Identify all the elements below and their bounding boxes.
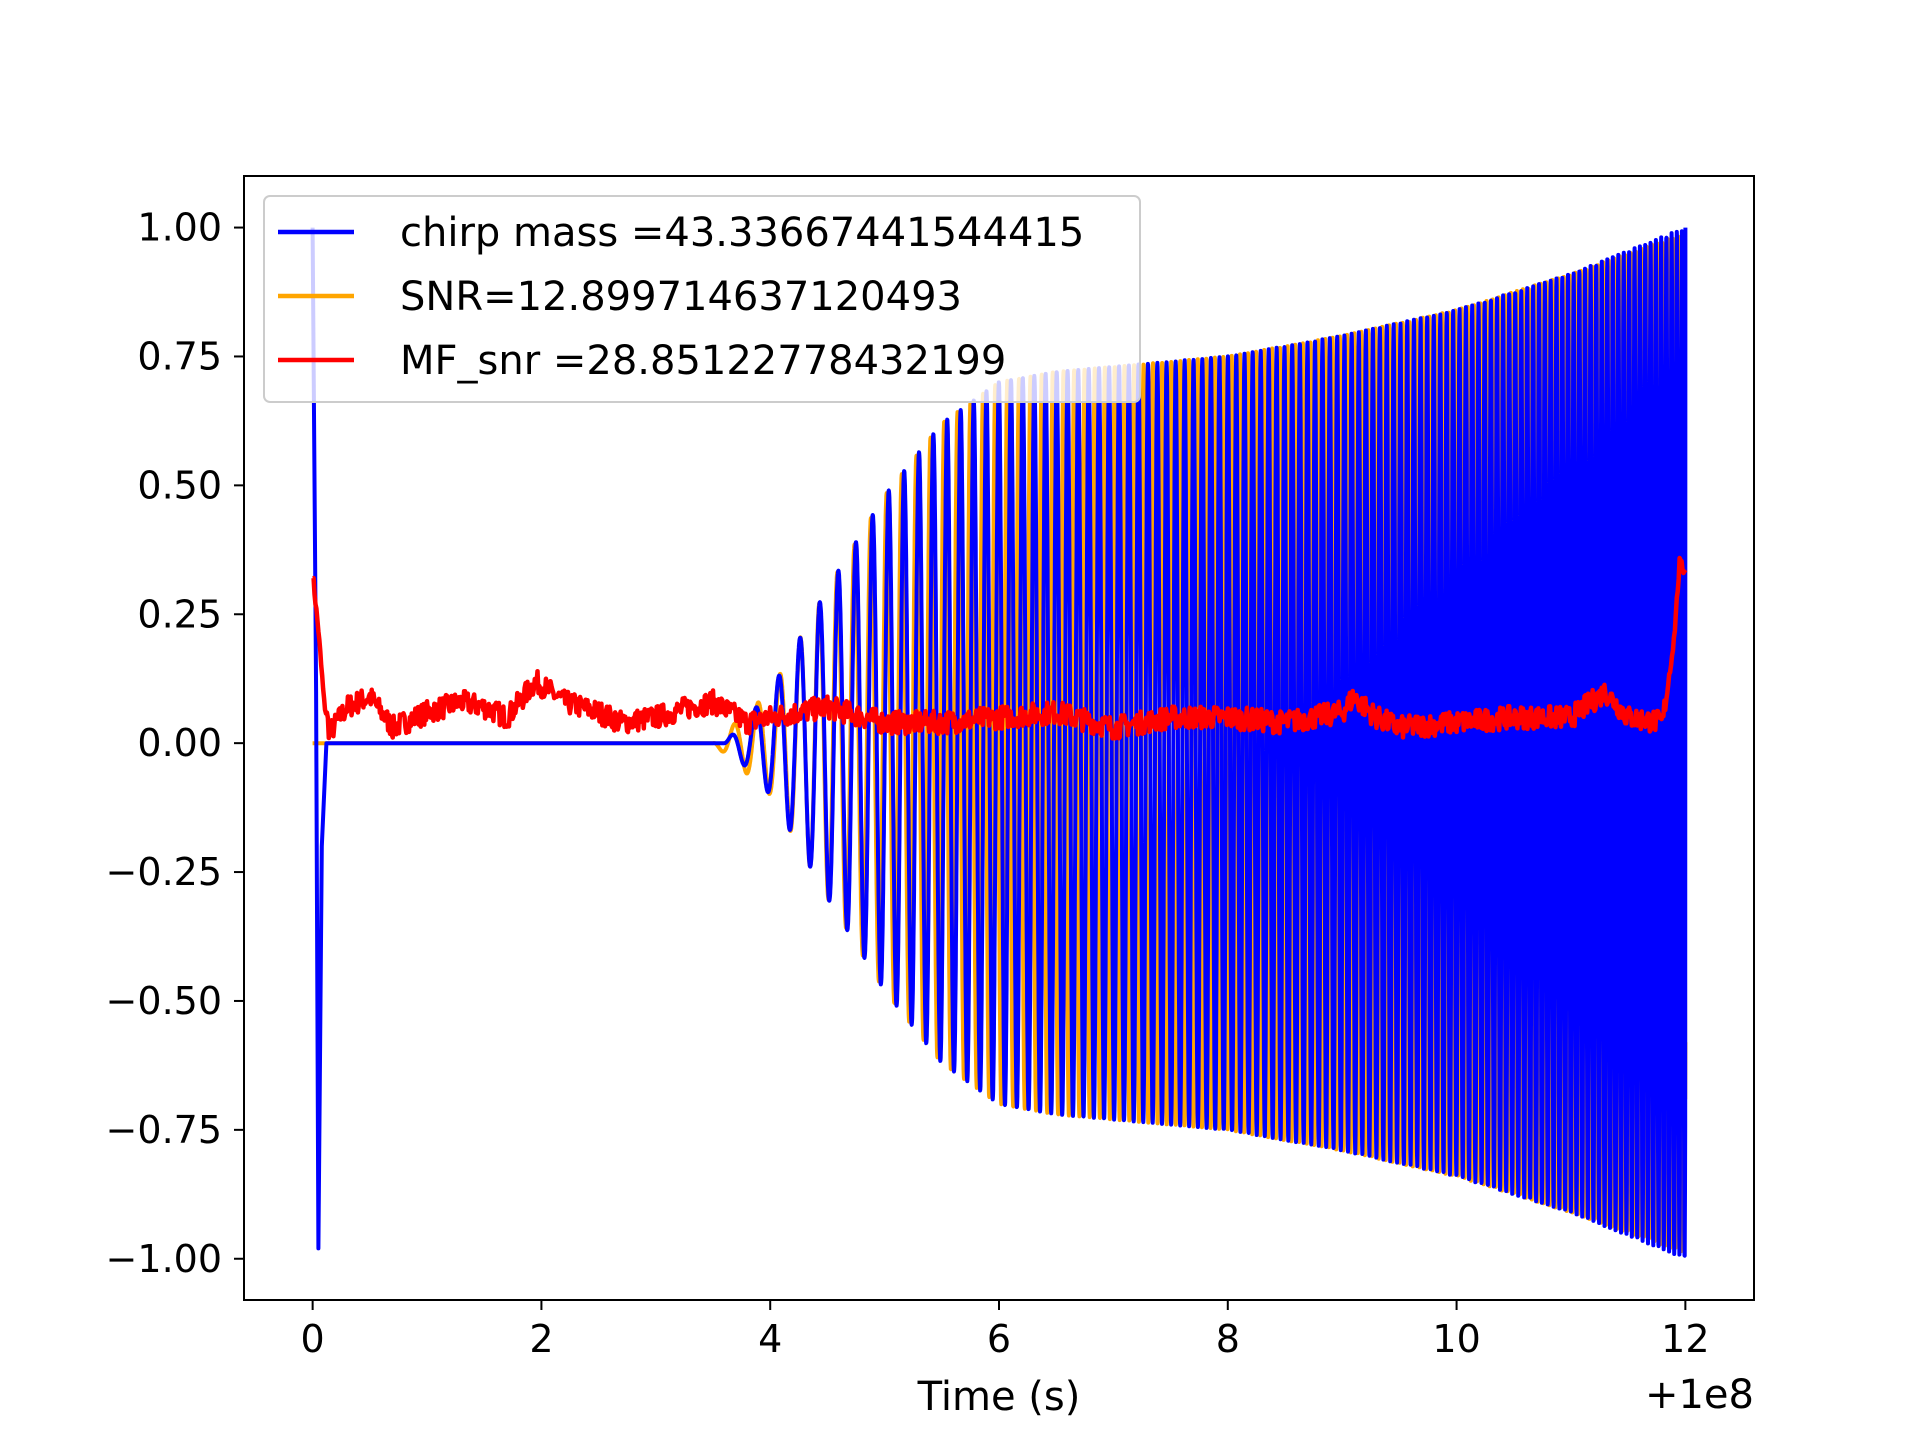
series-line-mf-snr bbox=[311, 555, 1688, 741]
x-tick-label: 0 bbox=[301, 1317, 325, 1361]
plot-area bbox=[310, 227, 1688, 1258]
x-tick-label: 12 bbox=[1661, 1317, 1709, 1361]
legend-box bbox=[263, 195, 1141, 403]
x-axis-offset-label: +1e8 bbox=[1645, 1372, 1754, 1418]
y-tick-label: −0.50 bbox=[106, 979, 222, 1023]
x-tick-label: 4 bbox=[758, 1317, 782, 1361]
legend-label-chirp-mass: chirp mass =43.33667441544415 bbox=[400, 210, 1084, 256]
x-tick-label: 10 bbox=[1432, 1317, 1480, 1361]
y-tick-label: 0.50 bbox=[137, 463, 222, 507]
y-tick-label: 0.75 bbox=[137, 334, 222, 378]
legend-label-snr: SNR=12.899714637120493 bbox=[400, 274, 962, 320]
legend-label-mf-snr: MF_snr =28.85122778432199 bbox=[400, 338, 1006, 384]
series-line-chirp-mass bbox=[310, 227, 1688, 1258]
y-tick-label: 0.25 bbox=[137, 592, 222, 636]
y-tick-label: −1.00 bbox=[106, 1237, 222, 1281]
x-tick-label: 6 bbox=[987, 1317, 1011, 1361]
x-axis-label: Time (s) bbox=[917, 1374, 1081, 1420]
x-tick-label: 8 bbox=[1216, 1317, 1240, 1361]
y-axis: 1.00 0.75 0.50 0.25 0.00 −0.25 −0.50 −0.75 −1.00 bbox=[106, 206, 244, 1281]
x-axis: 0 2 4 6 8 10 12 bbox=[301, 1300, 1710, 1361]
legend: chirp mass =43.33667441544415 SNR=12.8997… bbox=[263, 195, 1141, 403]
y-tick-label: −0.25 bbox=[106, 850, 222, 894]
y-tick-label: 0.00 bbox=[137, 721, 222, 765]
y-tick-label: 1.00 bbox=[137, 206, 222, 250]
y-tick-label: −0.75 bbox=[106, 1108, 222, 1152]
x-tick-label: 2 bbox=[529, 1317, 553, 1361]
